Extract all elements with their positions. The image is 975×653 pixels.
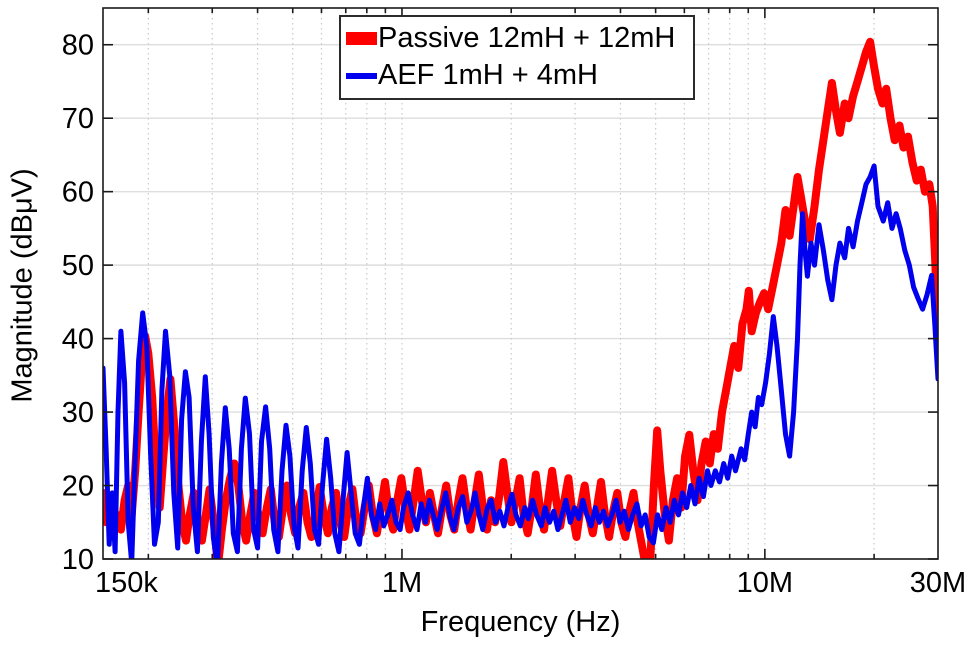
series-line-passive xyxy=(103,37,938,559)
y-tick-label: 40 xyxy=(62,324,94,356)
y-tick-label: 70 xyxy=(62,103,94,135)
y-tick-label: 30 xyxy=(62,397,94,429)
legend-swatch-passive xyxy=(346,32,377,45)
y-tick-label: 50 xyxy=(62,250,94,282)
tick-labels: 150k 1M 10M 30M 10 20 30 40 50 60 70 80 xyxy=(62,30,966,599)
x-tick-label: 150k xyxy=(95,567,158,599)
plot-border xyxy=(102,7,939,560)
x-tick-label: 1M xyxy=(382,567,422,599)
series-line-aef xyxy=(103,163,938,559)
y-tick-label: 20 xyxy=(62,471,94,503)
x-tick-label: 10M xyxy=(737,567,793,599)
legend-item-passive: Passive 12mH + 12mH xyxy=(346,20,689,57)
legend-label-passive: Passive 12mH + 12mH xyxy=(378,22,676,54)
legend-label-aef: AEF 1mH + 4mH xyxy=(378,59,598,91)
y-axis-title: Magnitude (dBμV) xyxy=(6,168,39,403)
legend-item-aef: AEF 1mH + 4mH xyxy=(346,57,689,94)
grid xyxy=(103,8,938,559)
legend-swatch-aef xyxy=(346,72,377,79)
axis-ticks xyxy=(103,8,938,560)
legend: Passive 12mH + 12mH AEF 1mH + 4mH xyxy=(339,15,695,100)
x-tick-label: 30M xyxy=(910,567,966,599)
y-tick-label: 10 xyxy=(62,544,94,576)
y-tick-label: 60 xyxy=(62,177,94,209)
x-axis-title: Frequency (Hz) xyxy=(420,606,621,638)
y-tick-label: 80 xyxy=(62,30,94,62)
